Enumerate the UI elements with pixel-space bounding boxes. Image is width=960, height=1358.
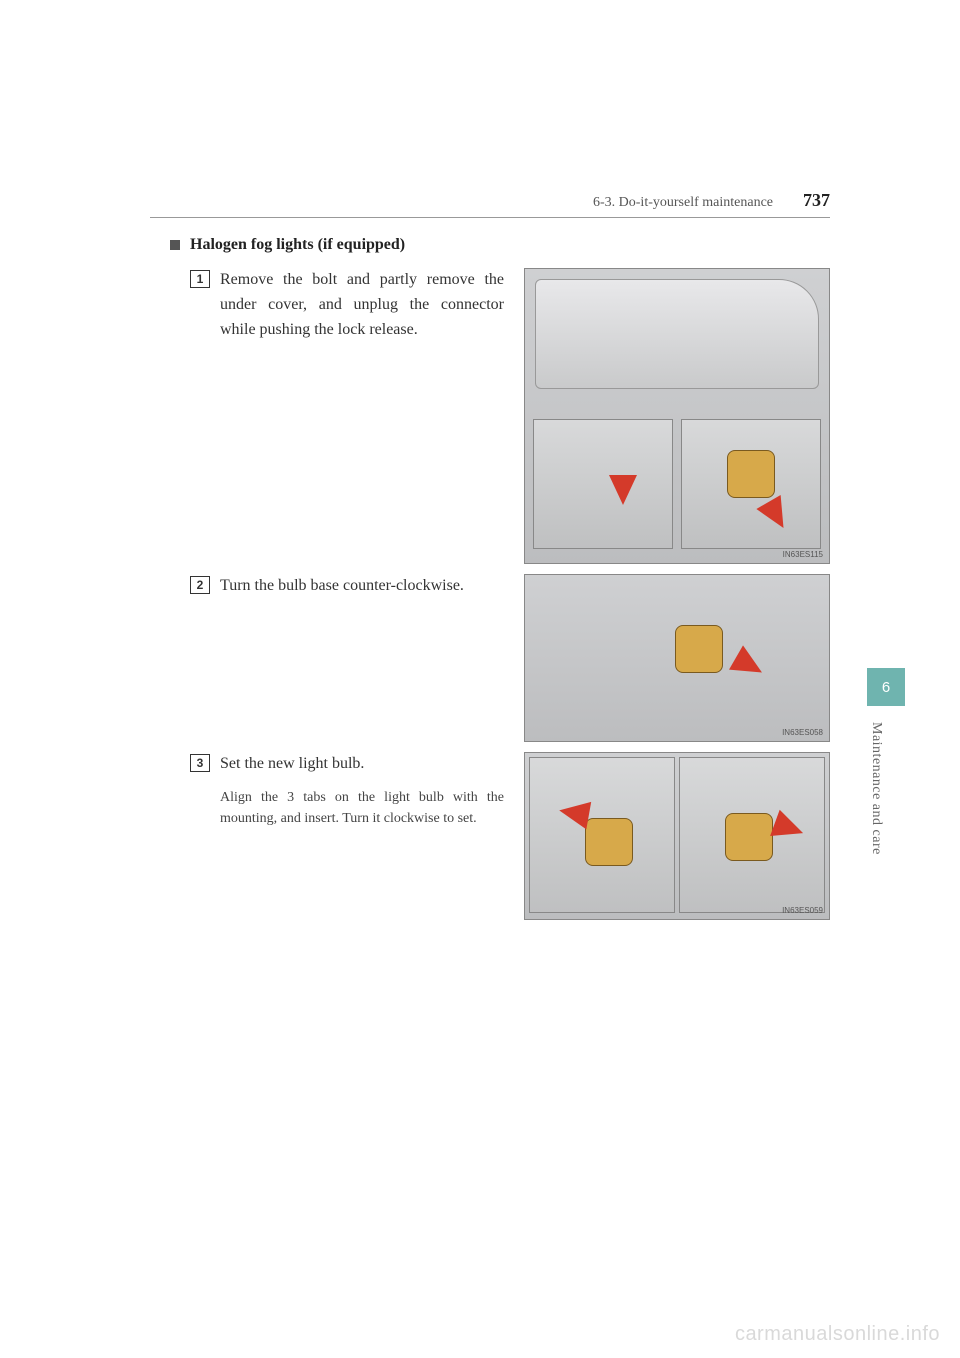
breadcrumb: 6-3. Do-it-yourself maintenance (593, 195, 773, 211)
car-illustration (535, 279, 819, 389)
arrow-icon (557, 797, 591, 830)
step-2: 2 Turn the bulb base counter-clockwise. … (190, 574, 830, 742)
step-1-number: 1 (190, 270, 210, 288)
header-divider (150, 217, 830, 218)
arrow-icon (609, 475, 637, 505)
step-3-textcol: 3 Set the new light bulb. Align the 3 ta… (190, 752, 504, 920)
figure-id: IN63ES115 (783, 550, 823, 559)
arrow-icon (770, 810, 808, 847)
step-1-textcol: 1 Remove the bolt and partly remove the … (190, 268, 504, 564)
chapter-number: 6 (882, 679, 890, 696)
step-3-figure: IN63ES059 (524, 752, 830, 920)
chapter-label: Maintenance and care (868, 722, 884, 855)
step-1-text: Remove the bolt and partly remove the un… (220, 268, 504, 342)
step-3-subtext: Align the 3 tabs on the light bulb with … (220, 787, 504, 829)
step-2-line: 2 Turn the bulb base counter-clockwise. (190, 574, 504, 599)
step-1-line: 1 Remove the bolt and partly remove the … (190, 268, 504, 342)
page-content: 6-3. Do-it-yourself maintenance 737 Halo… (150, 190, 830, 930)
step-2-figure: IN63ES058 (524, 574, 830, 742)
sub-panel-left (533, 419, 673, 549)
step-2-text: Turn the bulb base counter-clockwise. (220, 574, 464, 599)
square-bullet-icon (170, 240, 180, 250)
arrow-icon (756, 495, 795, 535)
step-3-text: Set the new light bulb. (220, 752, 364, 777)
bulb-illustration (727, 450, 775, 498)
step-3-number: 3 (190, 754, 210, 772)
section-heading: Halogen fog lights (if equipped) (170, 236, 830, 254)
watermark: carmanualsonline.info (735, 1323, 940, 1346)
step-2-textcol: 2 Turn the bulb base counter-clockwise. (190, 574, 504, 742)
step-1-figure: IN63ES115 (524, 268, 830, 564)
bulb-illustration (725, 813, 773, 861)
step-1: 1 Remove the bolt and partly remove the … (190, 268, 830, 564)
sub-panel-right (681, 419, 821, 549)
section-title: Halogen fog lights (if equipped) (190, 236, 405, 254)
step-3-line: 3 Set the new light bulb. (190, 752, 504, 777)
page-number: 737 (803, 190, 830, 211)
bulb-illustration (585, 818, 633, 866)
step-2-number: 2 (190, 576, 210, 594)
figure-id: IN63ES059 (782, 906, 823, 915)
arrow-icon (729, 645, 769, 684)
figure-id: IN63ES058 (782, 728, 823, 737)
page-header: 6-3. Do-it-yourself maintenance 737 (150, 190, 830, 211)
chapter-tab: 6 (867, 668, 905, 706)
step-3: 3 Set the new light bulb. Align the 3 ta… (190, 752, 830, 920)
bulb-illustration (675, 625, 723, 673)
sub-panel-left (529, 757, 675, 913)
sub-panel-right (679, 757, 825, 913)
